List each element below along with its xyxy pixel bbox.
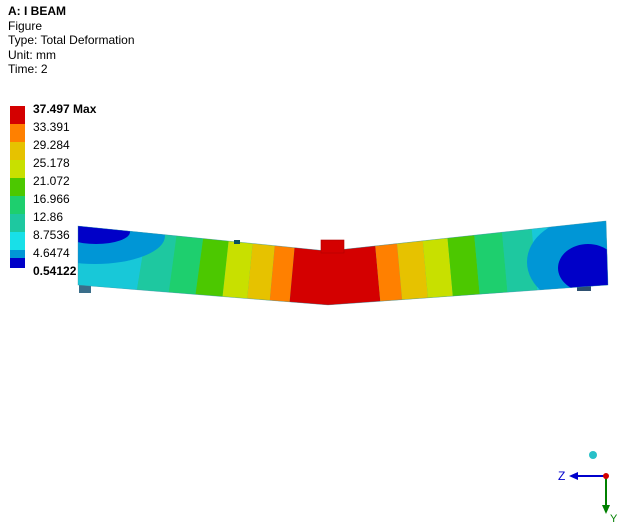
legend-label-6: 16.966 bbox=[33, 192, 70, 206]
legend-swatch-1 bbox=[10, 106, 25, 124]
y-axis-arrow bbox=[602, 505, 610, 514]
figure-label: Figure bbox=[8, 18, 43, 33]
y-axis-label: Y bbox=[610, 513, 618, 525]
deformed-i-beam[interactable] bbox=[25, 208, 621, 320]
x-axis-dot bbox=[603, 473, 609, 479]
result-info: A: I BEAM Figure Type: Total Deformation… bbox=[8, 4, 135, 77]
legend-swatch-2 bbox=[10, 124, 25, 142]
legend-label-2: 33.391 bbox=[33, 120, 70, 134]
legend-swatch-4 bbox=[10, 160, 25, 178]
result-unit: Unit: mm bbox=[8, 47, 56, 62]
axis-triad[interactable]: Z Y bbox=[558, 451, 618, 525]
contour-legend[interactable]: 37.497 Max 33.391 29.284 25.178 21.072 1… bbox=[10, 103, 150, 283]
legend-label-7: 12.86 bbox=[33, 210, 64, 224]
legend-label-9: 4.6474 bbox=[33, 246, 70, 260]
triad-iso-ball bbox=[589, 451, 597, 459]
result-type: Type: Total Deformation bbox=[8, 33, 135, 47]
legend-label-3: 29.284 bbox=[33, 138, 70, 152]
legend-swatch-6 bbox=[10, 196, 25, 214]
legend-swatch-3 bbox=[10, 142, 25, 160]
stiffener-marker bbox=[234, 240, 240, 244]
result-time: Time: 2 bbox=[8, 62, 48, 76]
legend-swatch-8 bbox=[10, 232, 25, 250]
legend-label-8: 8.7536 bbox=[33, 228, 70, 242]
load-block bbox=[320, 239, 345, 254]
legend-label-5: 21.072 bbox=[33, 174, 70, 188]
legend-label-max: 37.497 Max bbox=[33, 102, 97, 116]
left-support-block bbox=[79, 284, 91, 293]
legend-swatch-10 bbox=[10, 258, 25, 268]
legend-swatch-5 bbox=[10, 178, 25, 196]
legend-swatch-7 bbox=[10, 214, 25, 232]
model-title: A: I BEAM bbox=[8, 4, 66, 18]
z-axis-label: Z bbox=[558, 469, 565, 483]
legend-label-4: 25.178 bbox=[33, 156, 70, 170]
z-axis-arrow bbox=[569, 472, 578, 480]
